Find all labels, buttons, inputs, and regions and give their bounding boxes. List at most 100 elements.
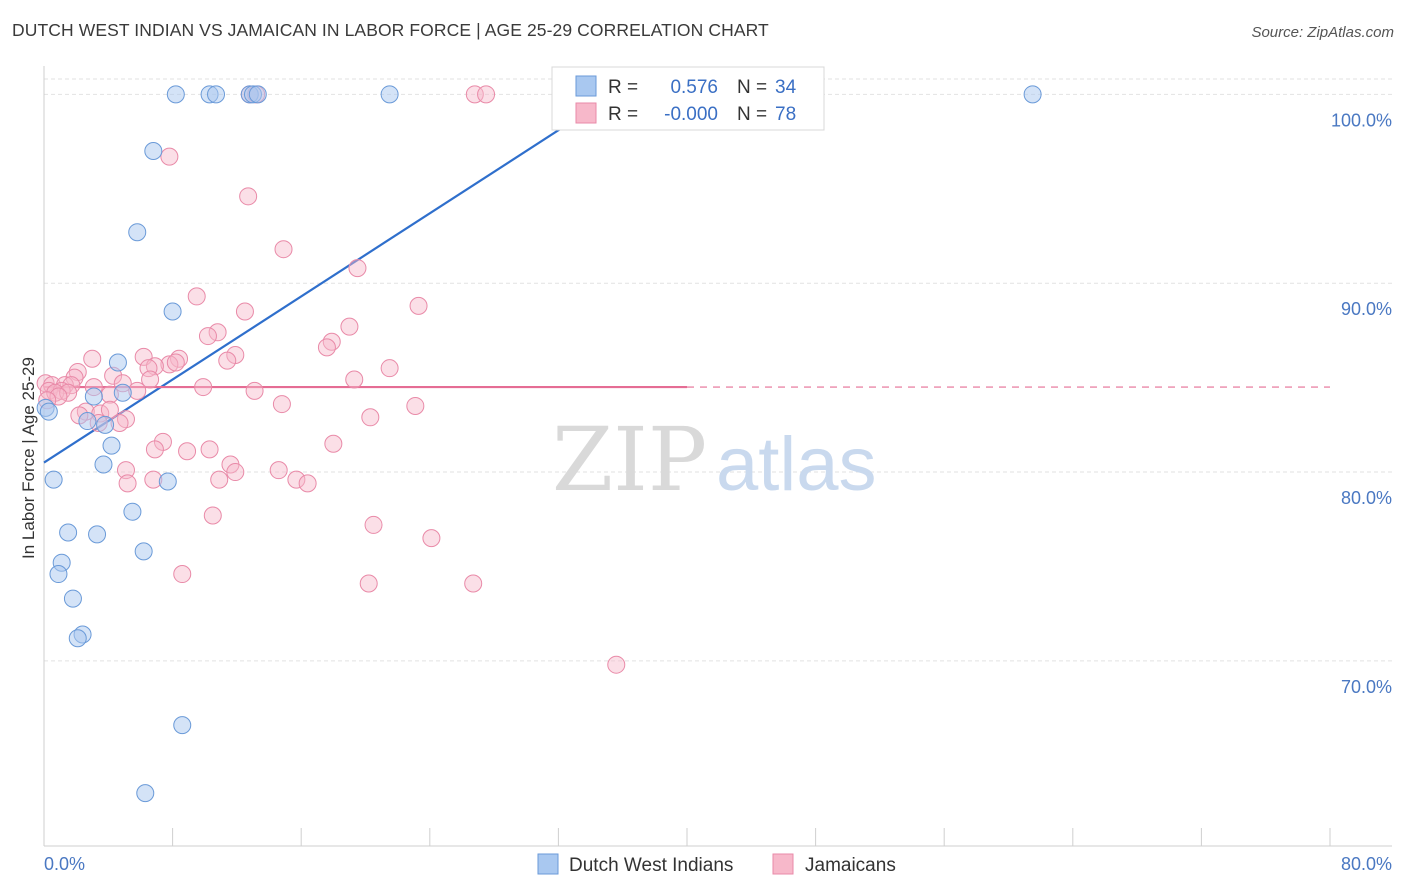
legend-n-value-1: 34 — [775, 77, 797, 98]
jamaicans-point — [118, 474, 137, 493]
jamaicans-point — [160, 147, 179, 166]
x-tick-label-min: 0.0% — [44, 854, 85, 874]
dutch-west-indians-point — [78, 412, 97, 431]
dutch-west-indians-point — [68, 629, 87, 648]
watermark-atlas: atlas — [716, 422, 877, 507]
jamaicans-point — [59, 383, 78, 402]
dutch-west-indians-point — [136, 784, 155, 803]
jamaicans-point — [178, 442, 197, 461]
legend-box — [551, 66, 825, 131]
jamaicans-point — [83, 349, 102, 368]
dutch-west-indians-point — [49, 565, 68, 584]
jamaicans-point — [145, 440, 164, 459]
jamaicans-point — [173, 565, 192, 584]
jamaicans-point — [345, 370, 364, 389]
jamaicans-point — [245, 381, 264, 400]
bottom-legend-label-dutch: Dutch West Indians — [569, 855, 733, 876]
dutch-west-indians-point — [163, 302, 182, 321]
dutch-west-indians-point — [173, 716, 192, 735]
jamaicans-point — [287, 470, 306, 489]
dutch-west-indians-point — [44, 470, 63, 489]
legend-swatch-blue — [575, 75, 597, 97]
chart-title: DUTCH WEST INDIAN VS JAMAICAN IN LABOR F… — [12, 20, 769, 40]
dutch-west-indians-point — [39, 402, 58, 421]
legend-r-value-2: -0.000 — [664, 104, 718, 125]
dutch-west-indians-point — [63, 589, 82, 608]
dutch-west-indians-point — [84, 387, 103, 406]
source-label: Source: ZipAtlas.com — [1251, 24, 1394, 41]
jamaicans-point — [340, 317, 359, 336]
jamaicans-point — [607, 655, 626, 674]
jamaicans-point — [141, 370, 160, 389]
legend-r-label-2: R = — [608, 104, 638, 125]
jamaicans-point — [218, 351, 237, 370]
dutch-west-indians-point — [207, 85, 226, 104]
dutch-west-indians-point — [59, 523, 78, 542]
legend-n-value-2: 78 — [775, 104, 796, 125]
jamaicans-point — [208, 323, 227, 342]
bottom-legend-label-jamaicans: Jamaicans — [805, 855, 896, 876]
jamaicans-point — [52, 381, 71, 400]
jamaicans-point — [406, 396, 425, 415]
jamaicans-point — [210, 470, 229, 489]
legend-r-label-1: R = — [608, 77, 638, 98]
jamaicans-point — [226, 463, 245, 482]
dutch-west-indians-point — [96, 415, 115, 434]
jamaicans-point — [361, 408, 380, 427]
axes — [43, 66, 1392, 847]
jamaicans-point — [380, 359, 399, 378]
dutch-west-indians-point — [94, 455, 113, 474]
jamaicans-point — [324, 434, 343, 453]
jamaicans-point — [166, 353, 185, 372]
trend-lines — [43, 87, 1330, 464]
jamaicans-point — [298, 474, 317, 493]
dutch-west-indians-point — [102, 436, 121, 455]
jamaicans-point — [116, 461, 135, 480]
jamaicans-point — [39, 381, 58, 400]
jamaicans-point — [198, 327, 217, 346]
jamaicans-point — [464, 574, 483, 593]
dutch-west-indians-point — [113, 383, 132, 402]
y-tick-label: 100.0% — [1331, 110, 1392, 130]
grid-lines — [44, 78, 1392, 662]
jamaicans-point — [274, 240, 293, 259]
correlation-legend: R = 0.576 N = 34 R = -0.000 N = 78 — [551, 66, 825, 131]
dutch-west-indians-point — [108, 353, 127, 372]
watermark-zip: ZIP — [552, 408, 707, 511]
legend-r-value-1: 0.576 — [670, 77, 718, 98]
dutch-west-indians-point — [158, 472, 177, 491]
y-tick-label: 90.0% — [1341, 299, 1392, 319]
x-tick-label-max: 80.0% — [1341, 854, 1392, 874]
y-axis-label: In Labor Force | Age 25-29 — [19, 357, 38, 559]
dutch-west-indians-point — [248, 85, 267, 104]
jamaicans-point — [68, 362, 87, 381]
jamaicans-point — [139, 359, 158, 378]
jamaicans-point — [364, 515, 383, 534]
tick-labels: 70.0% 80.0% 90.0% 100.0% 0.0% 80.0% — [44, 110, 1392, 874]
jamaicans-point — [203, 506, 222, 525]
bottom-legend-swatch-blue — [537, 853, 559, 875]
jamaicans-point — [200, 440, 219, 459]
jamaicans-point — [272, 395, 291, 414]
dutch-west-indians-point — [144, 141, 163, 160]
jamaicans-point — [409, 296, 428, 315]
jamaicans-point — [348, 259, 367, 278]
dutch-west-indians-point — [1023, 85, 1042, 104]
jamaicans-points — [36, 85, 626, 674]
jamaicans-point — [49, 387, 68, 406]
dutch-west-indians-point — [166, 85, 185, 104]
legend-n-label-2: N = — [737, 104, 767, 125]
watermark: ZIP atlas — [552, 408, 877, 511]
bottom-legend-swatch-pink — [772, 853, 794, 875]
jamaicans-point — [477, 85, 496, 104]
jamaicans-point — [269, 461, 288, 480]
legend-swatch-pink — [575, 102, 597, 124]
jamaicans-point — [359, 574, 378, 593]
dutch-west-indians-point — [88, 525, 107, 544]
dutch-west-indians-point — [128, 223, 147, 242]
jamaicans-point — [187, 287, 206, 306]
dutch-west-indians-point — [380, 85, 399, 104]
dutch-west-indians-point — [123, 502, 142, 521]
dutch-west-indians-point — [134, 542, 153, 561]
